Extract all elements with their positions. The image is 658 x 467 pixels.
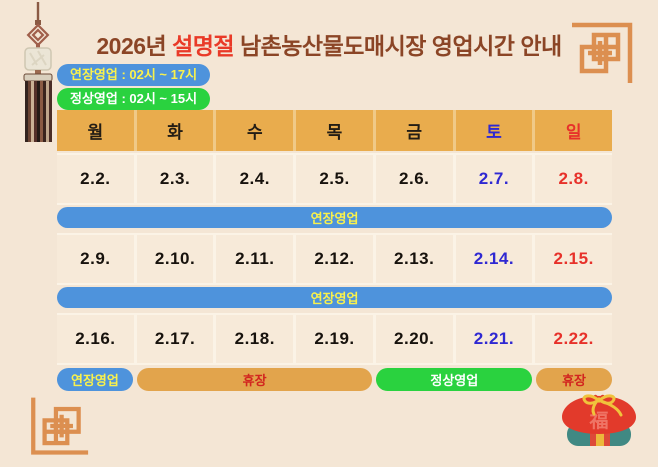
status-pill-closed: 휴장 [536,368,612,391]
week2-date-row: 2.9. 2.10. 2.11. 2.12. 2.13. 2.14. 2.15. [57,233,612,285]
weekday-header-sat: 토 [455,110,533,151]
date-cell: 2.21. [455,315,533,363]
date-cell: 2.3. [136,155,214,203]
legend: 연장영업 : 02시 ~ 17시 정상영업 : 02시 ~ 15시 [57,64,211,112]
date-cell: 2.13. [375,235,453,283]
date-cell: 2.22. [535,315,612,363]
weekday-header-wed: 수 [216,110,294,151]
weekday-header-thu: 목 [296,110,373,151]
date-cell: 2.4. [216,155,294,203]
week1-status-bar: 연장영업 [57,207,612,228]
date-cell: 2.17. [136,315,214,363]
date-cell: 2.14. [455,235,533,283]
week3-status-bars: 연장영업 휴장 정상영업 휴장 [57,368,612,391]
weekday-header-sun: 일 [535,110,612,151]
date-cell: 2.16. [57,315,134,363]
date-cell: 2.11. [216,235,294,283]
weekday-header-row: 월 화 수 목 금 토 일 [57,110,612,151]
corner-ornament-bottom-left-icon [31,397,89,455]
weekday-header-fri: 금 [375,110,453,151]
status-pill-extended: 연장영업 [57,368,133,391]
legend-extended-hours: 연장영업 : 02시 ~ 17시 [57,64,211,86]
weekday-header-tue: 화 [136,110,214,151]
week1-date-row: 2.2. 2.3. 2.4. 2.5. 2.6. 2.7. 2.8. [57,153,612,205]
title-holiday: 설명절 [172,33,235,59]
date-cell: 2.18. [216,315,294,363]
date-cell: 2.12. [296,235,373,283]
title-year: 2026년 [96,33,167,59]
date-cell: 2.15. [535,235,612,283]
page-title: 2026년 설명절 남촌농산물도매시장 영업시간 안내 [0,27,658,61]
status-pill-normal: 정상영업 [376,368,533,391]
title-rest: 남촌농산물도매시장 영업시간 안내 [239,33,562,59]
business-hours-calendar: 월 화 수 목 금 토 일 2.2. 2.3. 2.4. 2.5. 2.6. 2… [57,110,612,391]
week2-status-bar: 연장영업 [57,287,612,308]
date-cell: 2.20. [375,315,453,363]
legend-normal-hours: 정상영업 : 02시 ~ 15시 [57,88,211,110]
weekday-header-mon: 월 [57,110,134,151]
corner-ornament-top-right-icon [572,22,633,83]
status-pill-closed: 휴장 [136,368,373,391]
week3-date-row: 2.16. 2.17. 2.18. 2.19. 2.20. 2.21. 2.22… [57,313,612,365]
date-cell: 2.9. [57,235,134,283]
date-cell: 2.19. [296,315,373,363]
date-cell: 2.7. [455,155,533,203]
tassel-ornament-icon [23,2,53,142]
lucky-pouch-icon: 福 [562,394,636,446]
date-cell: 2.6. [375,155,453,203]
date-cell: 2.8. [535,155,612,203]
date-cell: 2.10. [136,235,214,283]
date-cell: 2.2. [57,155,134,203]
pouch-fortune-char: 福 [588,409,608,432]
date-cell: 2.5. [296,155,373,203]
